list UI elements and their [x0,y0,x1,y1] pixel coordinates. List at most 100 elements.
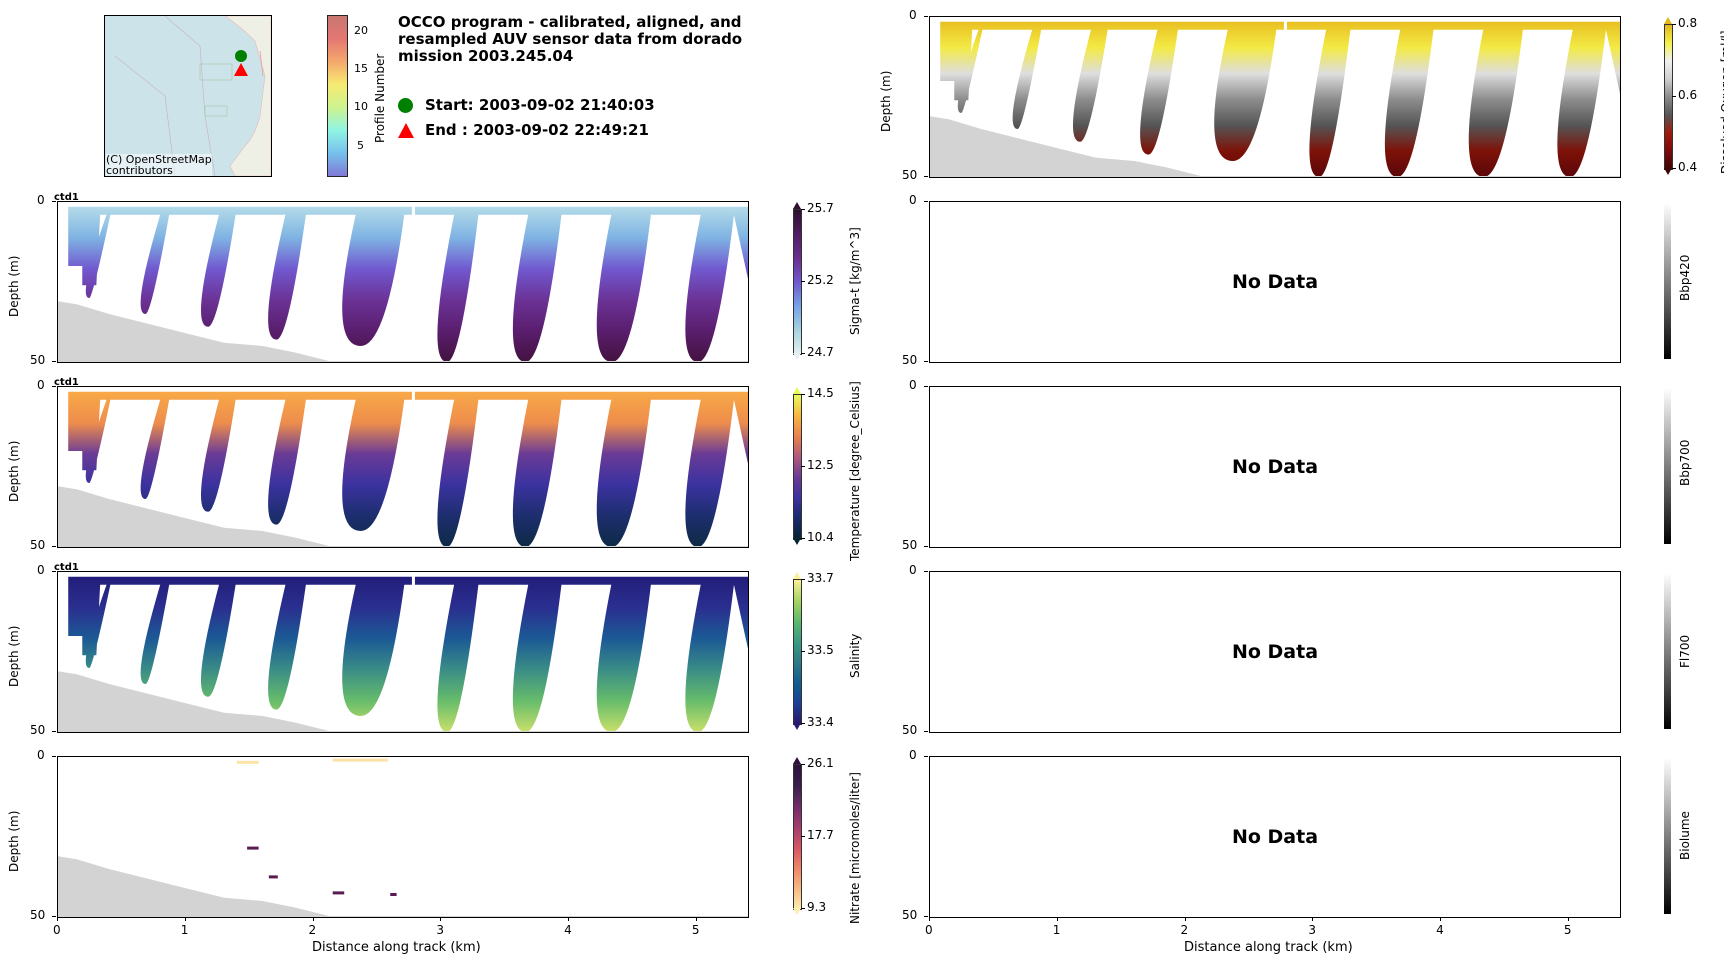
y-tick-label: 0 [909,8,917,22]
y-tick-mark [924,176,928,177]
y-tick-mark [924,546,928,547]
x-tick-mark [440,917,442,921]
y-tick-label: 0 [37,563,45,577]
x-tick-label: 0 [53,923,61,937]
colorbar-tick-label: 33.5 [807,643,834,657]
map-basemap [114,16,271,176]
plot-panel-temperature [57,386,749,548]
y-tick-mark [52,361,56,362]
section-field [236,758,397,896]
x-tick-mark [1567,917,1569,921]
y-tick-mark [924,201,928,202]
x-axis-label: Distance along track (km) [312,940,481,955]
title-line: resampled AUV sensor data from dorado [398,30,743,48]
map-start-marker [235,50,247,62]
colorbar-label: Sigma-t [kg/m^3] [848,227,862,336]
x-tick-mark [312,917,314,921]
y-tick-mark [924,571,928,572]
x-tick-mark [1184,917,1186,921]
colorbar-temperature [793,394,802,540]
colorbar-extend-max [1664,17,1672,24]
x-tick-label: 5 [1563,923,1572,937]
nitrate-sample [247,846,259,850]
y-tick-label: 0 [37,193,45,207]
y-tick-label: 0 [909,193,917,207]
colorbar-tick-label: 25.2 [807,273,834,287]
x-tick-label: 3 [436,923,444,937]
colorbar-label: Bbp700 [1678,440,1692,487]
colorbar-tick-label: 26.1 [807,756,834,770]
colorbar-extend-max [793,202,801,209]
y-tick-label: 0 [909,563,917,577]
colorbar-tick-label: 17.7 [807,828,834,842]
yo-yo-data-field [68,206,748,362]
colorbar-dissolved_oxygen [1664,24,1673,170]
nitrate-sample [332,891,345,895]
y-tick-label: 50 [30,353,46,367]
colorbar-extend-max [793,387,801,394]
y-tick-label: 50 [902,723,918,737]
title-line: OCCO program - calibrated, aligned, and [398,13,742,31]
y-tick-mark [924,16,928,17]
x-tick-label: 5 [691,923,700,937]
colorbar-bbp700 [1664,388,1671,544]
colorbar-salinity [793,579,802,725]
end-marker-icon [398,122,414,138]
colorbar-label: Temperature [degree_Celsius] [848,381,862,562]
start-marker-icon [398,97,413,113]
x-tick-label: 3 [1308,923,1316,937]
colorbar-label: Salinity [848,633,862,679]
map-end-marker [234,63,248,76]
yo-yo-data-field [68,576,748,732]
y-tick-mark [924,361,928,362]
section-field [940,17,1620,177]
colorbar-bbp420 [1664,203,1671,359]
y-tick-label: 0 [909,748,917,762]
no-data-message: No Data [1231,826,1319,848]
plot-panel-bbp700: No Data [929,386,1621,548]
colorbar-tick-mark [801,209,805,210]
colorbar-biolume [1664,758,1671,914]
track-map: (C) OpenStreetMap contributors [104,15,272,177]
colorbar-label: Nitrate [micromoles/liter] [848,772,862,925]
attribution-line-2: contributors [106,164,173,177]
colorbar-extend-min [1664,168,1672,175]
bathymetry [58,301,748,362]
plot-panel-bbp420: No Data [929,201,1621,363]
colorbar-tick-mark [801,908,805,909]
colorbar-tick-mark [801,723,805,724]
colorbar-tick-mark [801,394,805,395]
profile-colorbar [327,15,348,177]
y-axis-label: Depth (m) [7,440,21,502]
profile-colorbar-label: Profile Number [373,53,387,143]
y-tick-label: 50 [30,723,46,737]
section-field [68,202,748,362]
bathymetry [58,486,748,547]
colorbar-tick-label: 12.5 [807,458,834,472]
profile-colorbar-tick: 10 [354,100,368,113]
section-field [68,387,748,547]
colorbar-tick-mark [1672,168,1676,169]
nitrate-sample [268,875,278,879]
x-axis-label: Distance along track (km) [1184,940,1353,955]
plot-panel-dissolved_oxygen [929,16,1621,178]
attribution-line-1: (C) OpenStreetMap [106,153,212,166]
x-tick-label: 1 [1052,923,1061,937]
bathymetry [58,671,748,732]
x-tick-label: 0 [925,923,933,937]
profile-colorbar-tick: 5 [357,139,364,152]
colorbar-extend-min [793,908,801,915]
x-tick-mark [1312,917,1314,921]
colorbar-tick-label: 33.4 [807,715,834,729]
colorbar-label: Biolume [1678,810,1692,860]
y-tick-mark [52,916,56,917]
plot-panel-biolume: No Data [929,756,1621,918]
no-data-message: No Data [1231,641,1319,663]
y-tick-mark [52,731,56,732]
colorbar-extend-min [793,353,801,360]
nitrate-sample [236,760,259,764]
colorbar-tick-label: 10.4 [807,530,834,544]
x-tick-mark [929,917,930,921]
colorbar-tick-mark [801,836,805,837]
y-axis-label: Depth (m) [7,625,21,687]
